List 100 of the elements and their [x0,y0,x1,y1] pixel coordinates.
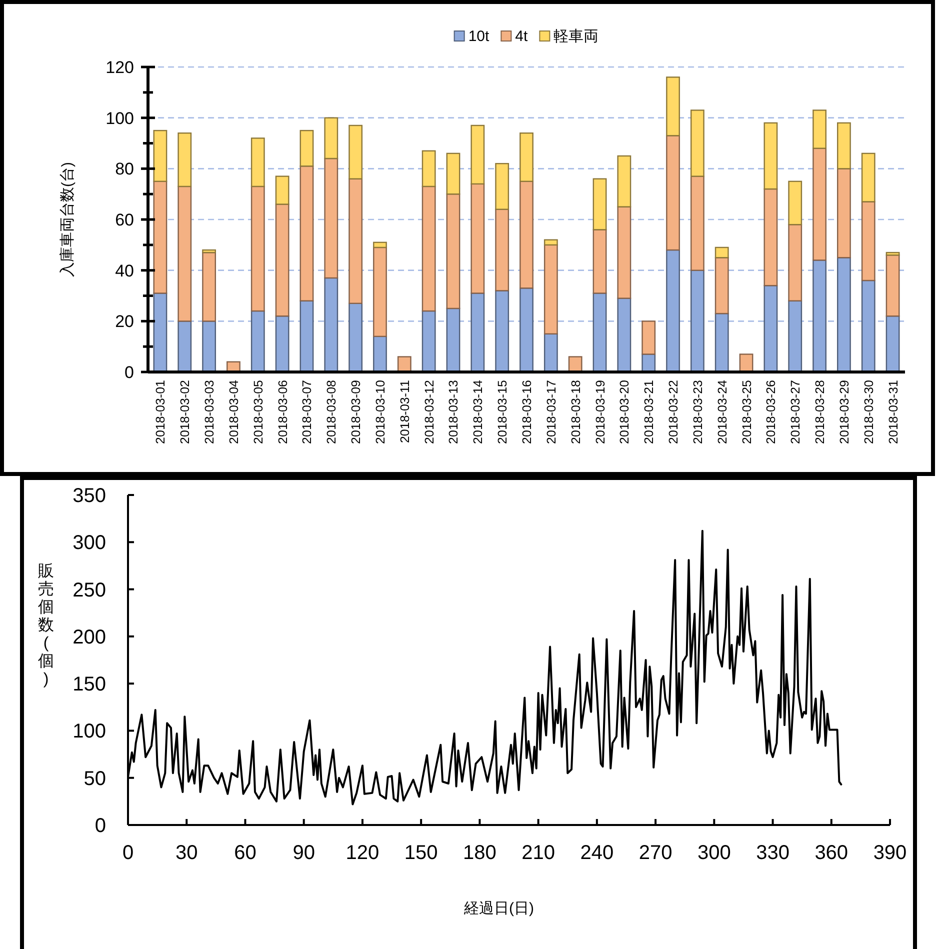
bar [642,320,656,355]
x-tick-label: 120 [346,842,380,864]
y-tick-label: 0 [124,363,134,382]
bar [617,155,632,208]
legend-label: 軽車両 [554,28,599,45]
x-tick-label: 2018-03-14 [471,380,486,444]
bar [446,152,460,195]
bar [446,193,460,310]
bar [422,186,436,312]
x-tick-label: 2018-03-04 [226,380,241,444]
bar [690,110,704,177]
y-tick-label: 100 [106,108,134,128]
x-tick-label: 2018-03-20 [618,380,632,444]
y-tick-label: 80 [115,160,134,179]
y-tick-label: 20 [115,312,134,332]
x-tick-label: 2018-03-29 [837,380,852,444]
bar [544,239,558,246]
x-axis-title: 経過日(日) [463,900,534,917]
bar [714,257,729,314]
bar [275,176,290,205]
bar [178,186,192,322]
x-tick-label: 2018-03-19 [593,380,608,444]
bar [764,188,778,286]
bar [495,162,510,210]
bar [202,252,216,322]
bar [348,124,363,180]
y-axis-title: 入庫車両台数(台) [59,162,76,277]
x-tick-label: 2018-03-25 [740,380,754,444]
x-tick-label: 2018-03-01 [154,380,168,444]
bar [812,110,826,149]
x-tick-label: 2018-03-06 [276,380,290,444]
x-tick-label: 60 [234,842,256,864]
x-tick-label: 2018-03-30 [862,380,876,444]
bar [592,178,607,230]
bar [373,246,387,338]
bar [592,229,607,294]
y-tick-label: 40 [115,261,134,280]
x-tick-label: 2018-03-10 [373,380,388,444]
bar [324,117,338,160]
y-tick-label: 0 [94,815,106,837]
x-tick-label: 2018-03-03 [202,380,217,444]
bar [520,132,534,182]
x-tick-label: 210 [522,842,555,864]
x-tick-label: 2018-03-15 [496,380,510,444]
x-tick-label: 2018-03-11 [398,380,412,444]
bar [495,208,510,292]
y-tick-label: 350 [72,485,106,507]
x-tick-label: 2018-03-09 [349,380,364,444]
x-tick-label: 2018-03-21 [642,380,656,444]
bar [764,122,778,190]
y-tick-label: 50 [84,768,106,790]
bar [275,204,290,317]
y-tick-label: 300 [72,532,106,554]
bar [690,176,704,271]
bar [666,135,680,251]
x-tick-label: 2018-03-05 [251,380,266,444]
bar [153,180,168,294]
bar [470,183,485,294]
bar [861,152,876,202]
bar [422,150,436,188]
x-tick-label: 150 [404,842,438,864]
x-tick-label: 390 [873,842,907,864]
bar [153,130,168,182]
x-tick-label: 2018-03-23 [690,380,705,444]
y-tick-label: 60 [115,210,134,230]
x-tick-label: 330 [756,842,790,864]
y-tick-label: 120 [106,58,134,77]
x-tick-label: 2018-03-28 [813,380,828,444]
x-tick-label: 2018-03-08 [324,380,339,444]
x-tick-label: 180 [463,842,496,864]
bar [617,206,632,299]
x-tick-label: 2018-03-22 [666,380,681,444]
bar [300,166,314,302]
bar [788,224,802,302]
bar [837,122,851,170]
bar [348,178,363,304]
bar [520,180,534,289]
bar [373,242,387,248]
x-tick-label: 2018-03-26 [764,380,778,444]
bar [300,130,314,167]
x-tick-label: 2018-03-16 [520,380,534,444]
x-tick-label: 300 [697,842,731,864]
y-tick-label: 250 [72,579,106,602]
bar [544,244,558,334]
y-tick-label: 100 [72,720,106,743]
x-tick-label: 360 [814,842,848,864]
x-tick-label: 240 [580,842,614,864]
y-tick-label: 150 [72,674,106,696]
x-tick-label: 2018-03-07 [300,380,314,444]
bar [178,132,192,188]
bar [250,138,265,188]
bar [714,246,729,258]
x-tick-label: 2018-03-02 [178,380,192,444]
bar [202,249,216,254]
bar [250,186,265,312]
legend-label: 10t [468,28,490,45]
bar [666,76,680,136]
x-tick-label: 2018-03-24 [715,380,730,444]
x-tick-label: 2018-03-12 [422,380,436,444]
x-tick-label: 90 [292,842,315,864]
